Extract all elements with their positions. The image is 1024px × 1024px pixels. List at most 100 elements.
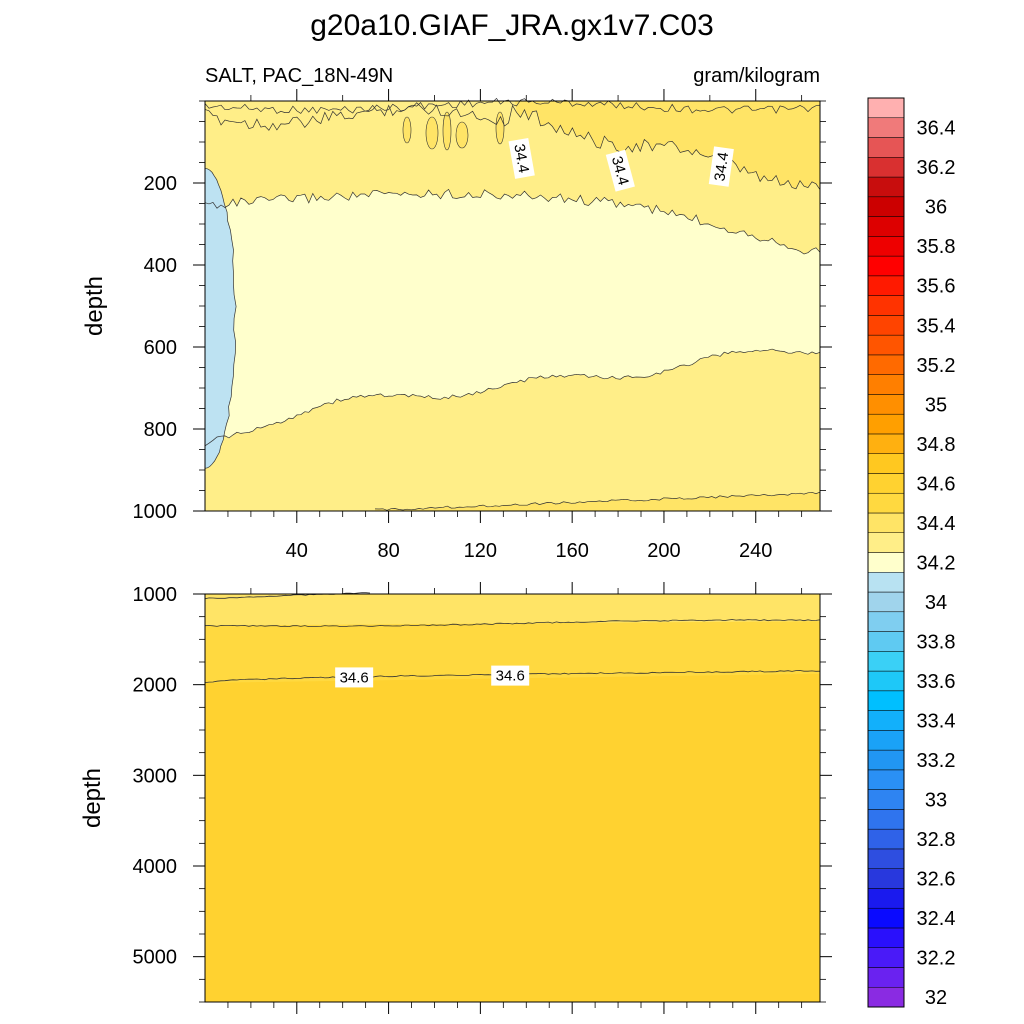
x-tick-label: 240: [739, 540, 772, 562]
y-tick-label: 400: [144, 255, 177, 277]
colorbar-swatch: [867, 315, 905, 336]
upper-contour-line: [204, 188, 821, 255]
colorbar-swatch: [867, 334, 905, 356]
colorbar-swatch: [867, 196, 905, 217]
colorbar-swatch: [867, 374, 905, 395]
colorbar-swatch: [867, 947, 905, 968]
upper-34-0-blob: [205, 168, 237, 469]
lower-contour-labels: 34.6 34.6: [335, 665, 530, 688]
colorbar-swatch: [867, 769, 905, 790]
y-tick-label: 5000: [133, 947, 178, 969]
colorbar-swatch: [867, 730, 905, 751]
colorbar-swatch: [867, 670, 905, 692]
upper-contour-island: [442, 111, 452, 151]
colorbar-swatch: [867, 117, 905, 138]
colorbar-tick-label: 35.2: [917, 355, 956, 377]
colorbar-swatch: [867, 216, 905, 237]
colorbar-swatch: [867, 710, 905, 731]
colorbar-swatch: [867, 453, 905, 474]
colorbar: 32 32.2 32.4 32.6 32.8 33 33.2 33.4 33.6 33.8 34 34…: [867, 97, 956, 1009]
colorbar-swatch: [867, 394, 905, 415]
y-tick-label: 4000: [133, 856, 178, 878]
upper-contour-labels: 34.4 34.4 34.4: [508, 137, 734, 192]
colorbar-tick-label: 35.6: [917, 276, 956, 298]
colorbar-swatch: [867, 354, 905, 375]
contour-label-box: [335, 667, 374, 688]
y-tick-label: 3000: [133, 765, 178, 787]
colorbar-tick-label: 32.6: [917, 869, 956, 891]
colorbar-swatch: [867, 888, 905, 909]
contour-label: 34.4: [508, 137, 535, 179]
colorbar-tick-label: 32: [925, 987, 947, 1009]
contour-label-box: [605, 149, 635, 192]
colorbar-swatch: [867, 572, 905, 593]
colorbar-swatch: [867, 295, 905, 316]
colorbar-swatch: [867, 433, 905, 454]
contour-label: 34.4: [708, 146, 734, 187]
colorbar-tick-label: 36: [925, 197, 947, 219]
colorbar-tick-label: 34.4: [917, 513, 956, 535]
colorbar-tick-label: 34.8: [917, 434, 956, 456]
colorbar-swatch: [867, 749, 905, 771]
y-tick-label: 800: [144, 419, 177, 441]
colorbar-swatch: [867, 157, 905, 178]
colorbar-swatch: [867, 473, 905, 494]
upper-contour-line: [204, 348, 821, 447]
colorbar-tick-label: 33.4: [917, 710, 956, 732]
x-tick-label: 120: [464, 540, 497, 562]
lower-panel: 1000 2000 3000 4000 5000 34.6 34.6 depth: [79, 582, 832, 1014]
colorbar-swatch: [867, 413, 905, 435]
colorbar-tick-label: 33: [925, 790, 947, 812]
colorbar-swatch: [867, 532, 905, 553]
upper-contour-island: [425, 116, 439, 150]
lower-34-4-band: [205, 594, 820, 626]
units-label: gram/kilogram: [693, 65, 820, 87]
colorbar-swatch: [867, 552, 905, 573]
colorbar-swatch: [867, 927, 905, 948]
upper-contour-island: [402, 116, 412, 144]
colorbar-swatch: [867, 828, 905, 850]
contour-label: 34.4: [605, 149, 635, 192]
colorbar-tick-label: 35.4: [917, 315, 956, 337]
contour-label-box: [491, 665, 530, 686]
colorbar-swatch: [867, 591, 905, 613]
colorbar-tick-label: 32.2: [917, 948, 956, 970]
upper-contour-line: [374, 491, 821, 511]
lower-contour-line: [204, 619, 821, 628]
contour-label-text: 34.4: [608, 155, 632, 188]
contour-label-text: 34.6: [496, 668, 525, 685]
colorbar-tick-label: 32.8: [917, 829, 956, 851]
upper-contour-line: [204, 97, 821, 114]
upper-contour-island: [455, 121, 469, 149]
upper-axis-ticks: 40 80 120 160 200 240 200 400 600 800 1000: [133, 89, 832, 562]
upper-contour-line: [204, 167, 237, 469]
colorbar-tick-label: 34.6: [917, 473, 956, 495]
colorbar-swatch: [867, 986, 905, 1008]
colorbar-tick-label: 35: [925, 394, 947, 416]
colorbar-tick-label: 33.6: [917, 671, 956, 693]
colorbar-swatch: [867, 492, 905, 514]
colorbar-swatch: [867, 848, 905, 869]
upper-contour-island: [495, 111, 505, 145]
x-tick-label: 200: [647, 540, 680, 562]
colorbar-tick-label: 36.2: [917, 157, 956, 179]
colorbar-swatch: [867, 967, 905, 988]
colorbar-tick-label: 36.4: [917, 118, 956, 140]
colorbar-frame: [867, 97, 905, 1008]
upper-34-2-core: [205, 189, 820, 446]
contour-label-text: 34.4: [510, 143, 532, 175]
x-tick-label: 160: [555, 540, 588, 562]
contour-label-text: 34.6: [340, 669, 369, 686]
colorbar-tick-label: 34: [925, 592, 947, 614]
colorbar-swatch: [867, 137, 905, 158]
colorbar-swatch: [867, 97, 905, 119]
colorbar-swatch: [867, 690, 905, 711]
variable-label: SALT, PAC_18N-49N: [205, 65, 393, 87]
colorbar-tick-label: 34.2: [917, 552, 956, 574]
colorbar-swatch: [867, 255, 905, 277]
y-tick-label: 1000: [133, 501, 178, 523]
colorbar-swatch: [867, 809, 905, 830]
chart-title: g20a10.GIAF_JRA.gx1v7.C03: [310, 9, 714, 42]
